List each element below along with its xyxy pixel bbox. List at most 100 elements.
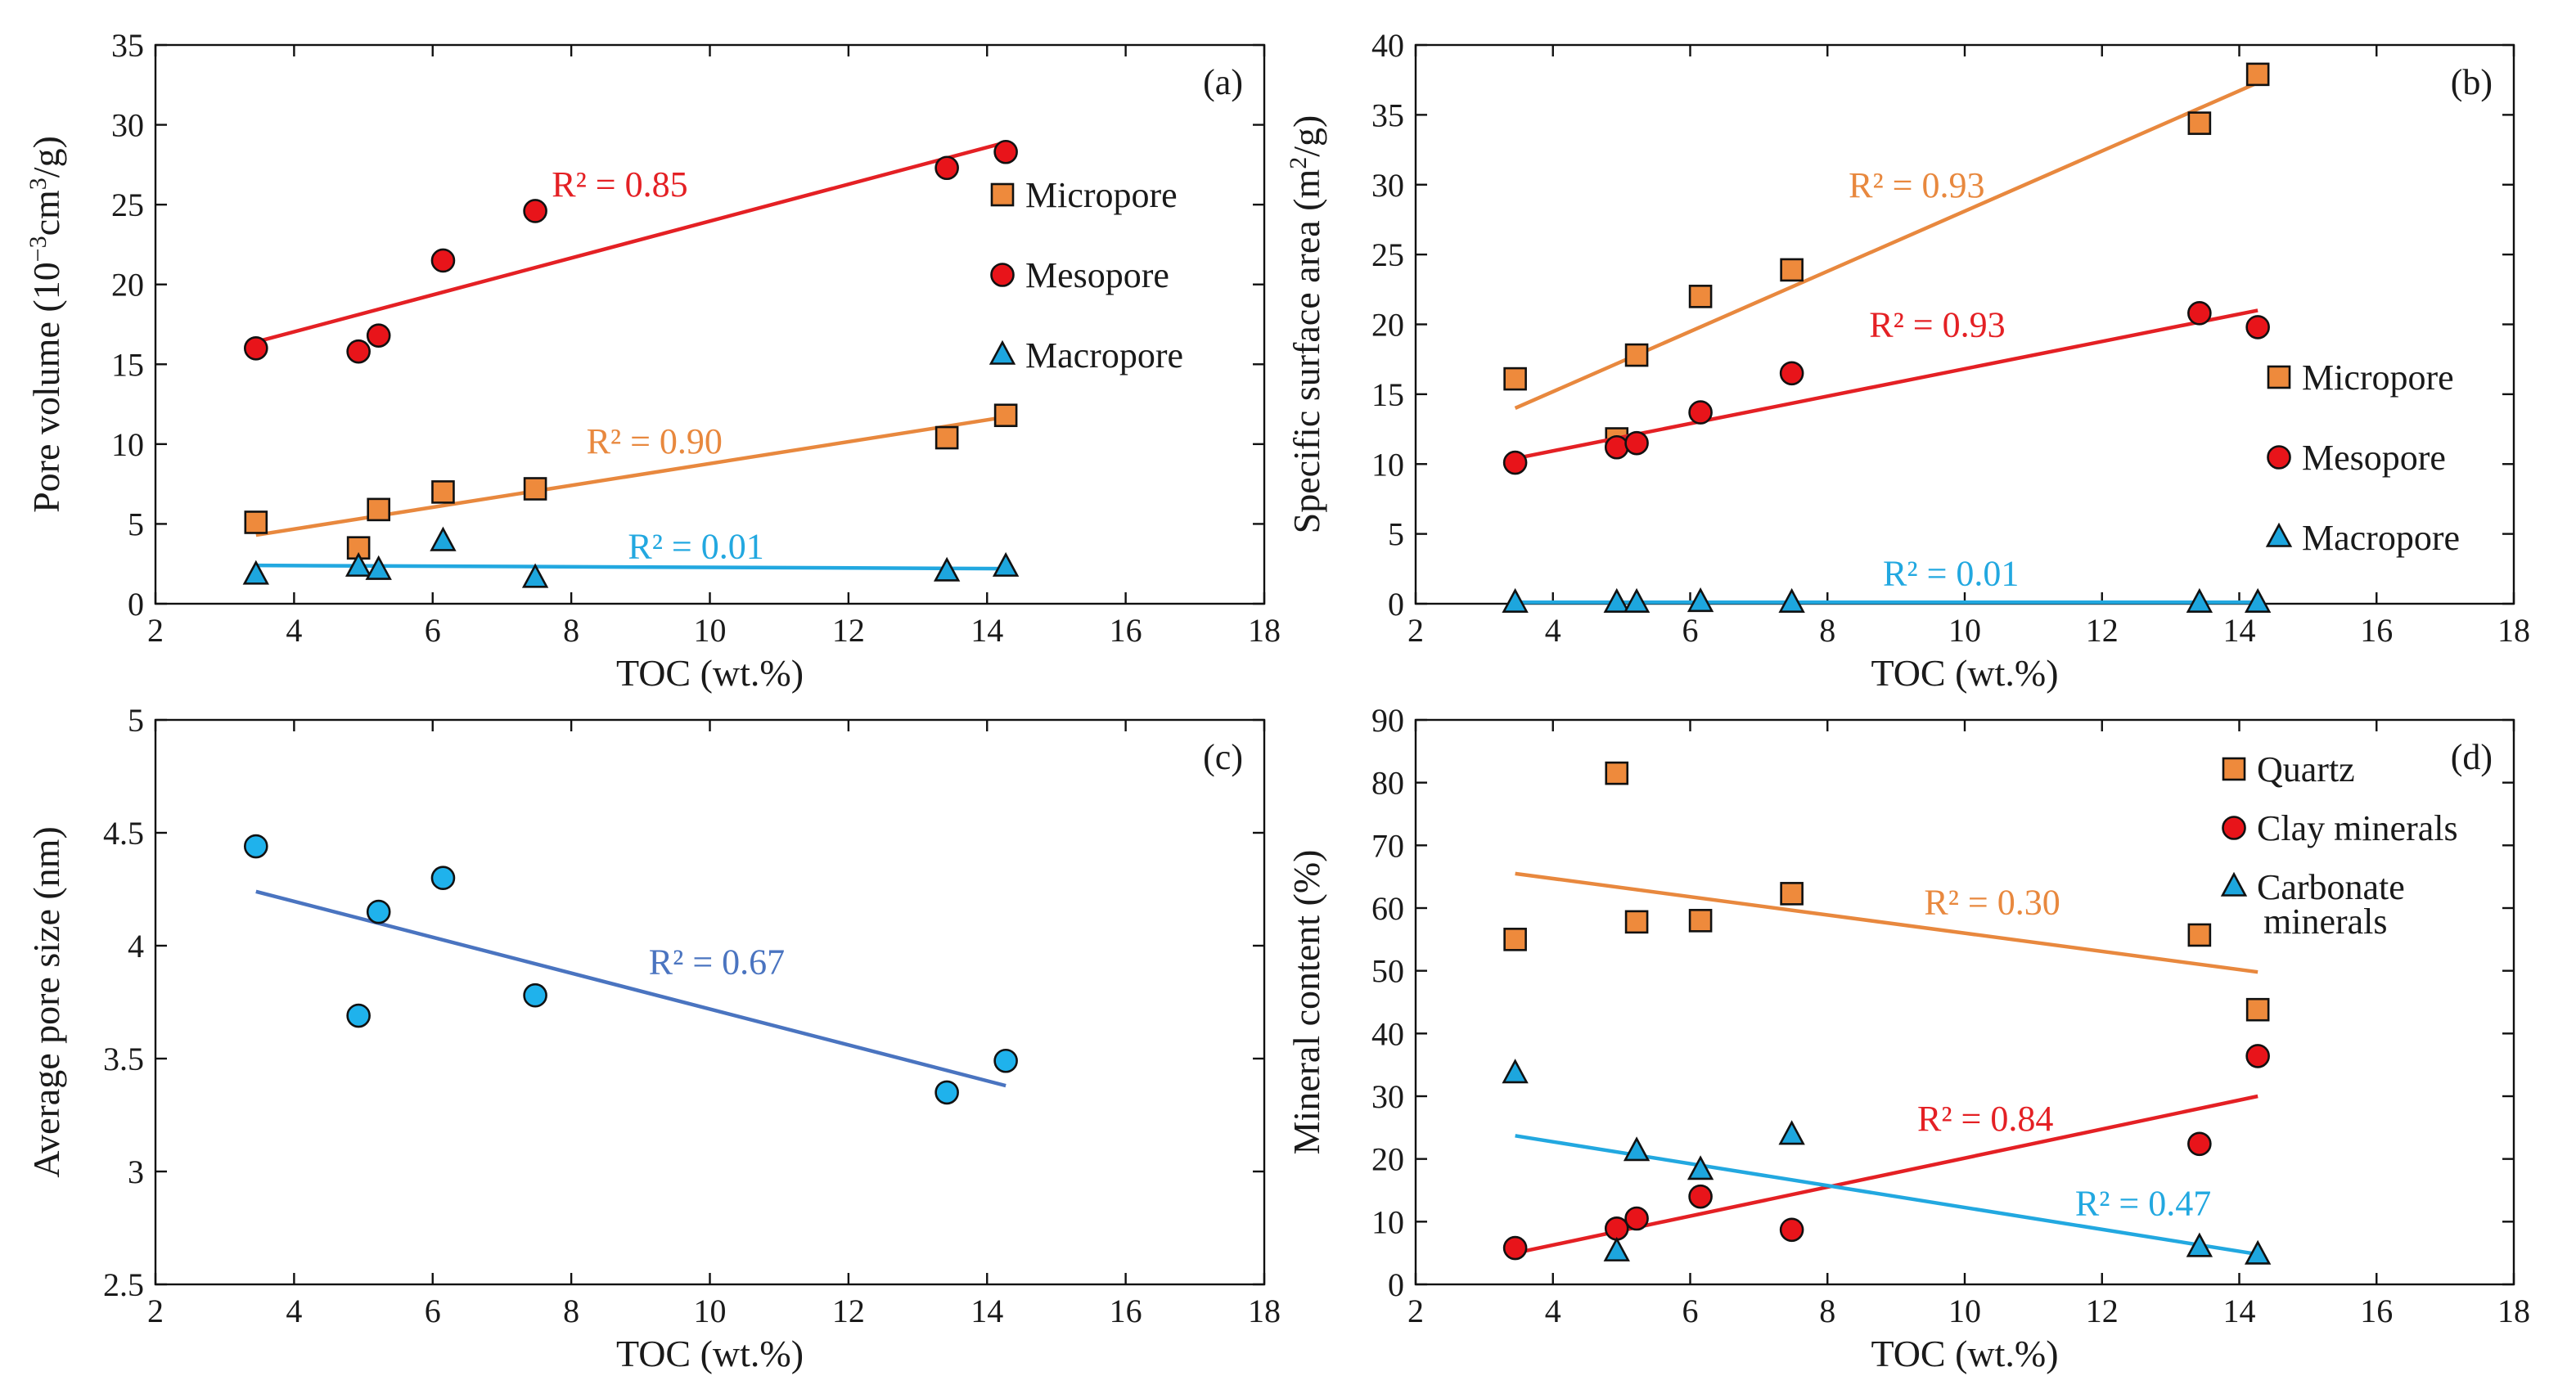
- trend-line: [255, 140, 1007, 344]
- panel-b: 2 4 6 8 10 12 14 16 18 0 5 10 15 20 25 30 35 40 TOC (wt.%)…: [1285, 27, 2531, 694]
- y-tick-label: 30: [111, 107, 144, 144]
- legend-label: Quartz: [2257, 749, 2355, 789]
- y-tick-label: 90: [1371, 702, 1404, 739]
- data-point: [1687, 587, 1714, 613]
- data-point: [523, 477, 547, 501]
- data-point: [2244, 587, 2272, 613]
- legend-marker: [2267, 365, 2291, 389]
- x-tick-label: 2: [1407, 612, 1424, 649]
- x-tick-label: 18: [2497, 1293, 2530, 1329]
- panel-d: 2 4 6 8 10 12 14 16 18 0 10 20 30 40 50 60 70 80 90 TOC (wt…: [1286, 702, 2530, 1374]
- x-tick-label: 2: [147, 612, 164, 649]
- y-tick-label: 10: [1371, 1203, 1404, 1240]
- data-point: [2245, 315, 2270, 340]
- legend-label: Carbonate minerals: [2257, 867, 2405, 942]
- x-tick-label: 10: [694, 1293, 727, 1329]
- x-tick-label: 6: [1682, 612, 1699, 649]
- legend-marker: [2222, 757, 2246, 781]
- data-point: [1778, 587, 1805, 613]
- data-point: [1780, 258, 1804, 282]
- data-point: [2186, 1232, 2213, 1257]
- data-point: [2187, 111, 2212, 135]
- x-axis-title: TOC (wt.%): [616, 652, 804, 694]
- x-tick-label: 12: [2086, 612, 2119, 649]
- x-tick-label: 16: [2360, 1293, 2393, 1329]
- y-tick-label: 25: [111, 187, 144, 223]
- x-tick-label: 4: [1545, 612, 1561, 649]
- x-axis-title: TOC (wt.%): [1871, 652, 2058, 694]
- x-tick-label: 2: [1407, 1293, 1424, 1329]
- panel-label: (b): [2451, 62, 2493, 102]
- y-tick-label: 35: [1371, 97, 1404, 133]
- data-point: [2245, 1044, 2270, 1068]
- y-tick-label: 20: [1371, 1141, 1404, 1178]
- y-tick-label: 5: [128, 506, 144, 542]
- data-point: [992, 551, 1020, 577]
- data-point: [993, 139, 1018, 164]
- data-point: [934, 1080, 959, 1105]
- data-point: [346, 339, 371, 364]
- y-tick-label: 35: [111, 27, 144, 64]
- x-tick-label: 10: [1948, 1293, 1981, 1329]
- x-tick-label: 4: [1545, 1293, 1561, 1329]
- data-point: [1623, 587, 1651, 613]
- data-point: [1624, 910, 1649, 934]
- y-tick-label: 25: [1371, 236, 1404, 273]
- data-point: [521, 563, 549, 588]
- data-point: [346, 1003, 371, 1028]
- legend-marker: [989, 340, 1016, 365]
- legend-label: Mesopore: [2302, 438, 2446, 478]
- y-tick-label: 40: [1371, 27, 1404, 64]
- r-squared-label: R² = 0.85: [552, 164, 687, 205]
- y-tick-label: 30: [1371, 1078, 1404, 1115]
- trend-line: [1515, 871, 2259, 974]
- data-point: [1623, 1136, 1651, 1162]
- x-tick-label: 6: [1682, 1293, 1699, 1329]
- data-point: [2187, 923, 2212, 947]
- data-point: [1779, 361, 1804, 386]
- data-point: [1687, 1155, 1714, 1180]
- x-tick-label: 2: [147, 1293, 164, 1329]
- x-axis-title: TOC (wt.%): [1871, 1333, 2058, 1374]
- x-tick-label: 6: [425, 1293, 441, 1329]
- data-point: [1503, 928, 1527, 951]
- data-point: [345, 551, 372, 577]
- data-point: [1603, 1236, 1630, 1261]
- r-squared-label: R² = 0.47: [2075, 1183, 2211, 1223]
- legend-marker: [2222, 816, 2246, 840]
- data-point: [366, 323, 391, 348]
- data-point: [1624, 343, 1649, 367]
- panel-c: 2 4 6 8 10 12 14 16 18 2.5 3 3.5 4 4.5 5 TOC (wt.%) Aver…: [25, 702, 1281, 1374]
- data-point: [1688, 1184, 1713, 1209]
- x-tick-label: 6: [425, 612, 441, 649]
- data-point: [933, 556, 961, 582]
- x-tick-label: 14: [971, 612, 1003, 649]
- legend-marker: [990, 182, 1015, 207]
- x-tick-label: 8: [1819, 1293, 1835, 1329]
- legend-label: Macropore: [1025, 335, 1183, 375]
- y-tick-label: 20: [111, 267, 144, 304]
- data-point: [1688, 285, 1713, 308]
- data-point: [1502, 1059, 1529, 1084]
- y-tick-label: 40: [1371, 1015, 1404, 1052]
- legend-marker: [2220, 871, 2248, 897]
- y-tick-label: 30: [1371, 167, 1404, 204]
- x-tick-label: 4: [286, 1293, 302, 1329]
- legend-label: Clay minerals: [2257, 808, 2458, 848]
- legend-marker: [2267, 445, 2291, 470]
- data-point: [1688, 909, 1713, 933]
- y-tick-label: 2.5: [103, 1266, 144, 1303]
- y-tick-label: 3.5: [103, 1041, 144, 1077]
- data-point: [934, 425, 959, 450]
- legend-marker: [2265, 522, 2293, 547]
- legend-marker: [990, 263, 1015, 287]
- data-point: [1778, 1120, 1805, 1145]
- r-squared-label: R² = 0.93: [1869, 305, 2005, 345]
- r-squared-label: R² = 0.01: [1883, 553, 2019, 593]
- r-squared-label: R² = 0.93: [1849, 165, 1984, 205]
- x-tick-label: 8: [563, 1293, 579, 1329]
- y-tick-label: 4: [128, 928, 144, 965]
- data-point: [431, 480, 455, 504]
- r-squared-label: R² = 0.67: [649, 942, 785, 982]
